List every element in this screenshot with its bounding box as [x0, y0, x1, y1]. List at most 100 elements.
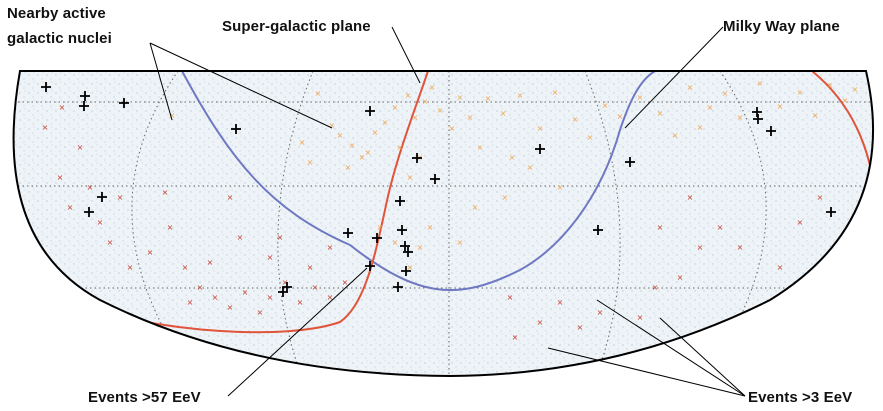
label-events-high: Events >57 EeV — [88, 389, 201, 406]
agn-marker: × — [507, 293, 514, 302]
agn-marker: × — [407, 173, 414, 182]
high-energy-event-cross — [372, 233, 382, 243]
high-energy-event-cross — [826, 207, 836, 217]
agn-marker: × — [282, 278, 289, 287]
callout-line-agn-2 — [149, 42, 333, 129]
agn-marker: × — [502, 193, 509, 202]
high-energy-event-cross — [395, 196, 405, 206]
agn-marker: × — [509, 153, 516, 162]
high-energy-event-cross — [625, 157, 635, 167]
high-energy-event-cross — [401, 266, 411, 276]
agn-marker: × — [797, 218, 804, 227]
agn-marker: × — [472, 203, 479, 212]
agn-marker: × — [737, 243, 744, 252]
agn-marker: × — [97, 218, 104, 227]
agn-marker: × — [147, 248, 154, 257]
agn-marker: × — [422, 97, 429, 106]
agn-marker: × — [637, 313, 644, 322]
agn-marker: × — [797, 88, 804, 97]
coordinate-grid — [13, 71, 874, 376]
agn-marker: × — [59, 103, 66, 112]
agn-marker: × — [812, 111, 819, 120]
agn-marker: × — [717, 223, 724, 232]
agn-marker: × — [242, 288, 249, 297]
agn-marker: × — [500, 109, 507, 118]
agn-marker: × — [212, 293, 219, 302]
agn-marker: × — [345, 163, 352, 172]
agn-marker: × — [207, 258, 214, 267]
high-energy-event-cross — [365, 261, 375, 271]
agn-marker: × — [382, 118, 389, 127]
agn-marker: × — [429, 83, 436, 92]
label-supergalactic-plane: Super-galactic plane — [222, 18, 371, 35]
high-energy-event-cross — [753, 114, 763, 124]
label-nearby-agn-line2: galactic nuclei — [7, 30, 112, 47]
agn-marker: × — [107, 238, 114, 247]
high-energy-event-cross — [80, 91, 90, 101]
agn-marker: × — [359, 153, 366, 162]
agn-marker: × — [617, 112, 624, 121]
agn-marker: × — [477, 143, 484, 152]
agn-marker: × — [652, 283, 659, 292]
high-energy-event-cross — [41, 82, 51, 92]
agn-marker: × — [597, 308, 604, 317]
agn-marker: × — [777, 263, 784, 272]
agn-marker: × — [87, 183, 94, 192]
high-energy-event-cross — [278, 287, 288, 297]
agn-marker: × — [467, 113, 474, 122]
agn-marker: × — [267, 293, 274, 302]
agn-marker: × — [392, 238, 399, 247]
callout-line-supergalactic — [391, 26, 421, 84]
agn-marker: × — [707, 103, 714, 112]
agn-marker: × — [852, 85, 859, 94]
agn-marker: × — [557, 183, 564, 192]
agn-marker: × — [517, 91, 524, 100]
agn-marker: × — [307, 263, 314, 272]
agn-marker: × — [77, 143, 84, 152]
agn-marker: × — [552, 88, 559, 97]
agn-marker: × — [572, 115, 579, 124]
agn-marker: × — [697, 123, 704, 132]
agn-marker: × — [162, 188, 169, 197]
agn-marker: × — [327, 243, 334, 252]
agn-marker: × — [277, 233, 284, 242]
agn-marker: × — [237, 233, 244, 242]
agn-marker: × — [117, 193, 124, 202]
agn-marker: × — [297, 298, 304, 307]
agn-marker: × — [449, 124, 456, 133]
agn-marker: × — [737, 113, 744, 122]
agn-marker: × — [722, 89, 729, 98]
agn-marker: × — [405, 91, 412, 100]
callout-line-events-low-3 — [547, 347, 746, 397]
agn-marker: × — [602, 101, 609, 110]
agn-marker: × — [485, 94, 492, 103]
agn-marker: × — [657, 109, 664, 118]
agn-marker: × — [267, 253, 274, 262]
agn-marker: × — [167, 223, 174, 232]
agn-marker: × — [299, 138, 306, 147]
agn-marker: × — [842, 96, 849, 105]
agn-marker: × — [417, 243, 424, 252]
high-energy-event-cross — [397, 225, 407, 235]
high-energy-event-cross — [343, 228, 353, 238]
agn-marker: × — [227, 193, 234, 202]
map-outline — [12, 70, 874, 378]
high-energy-event-cross — [365, 106, 375, 116]
agn-marker: × — [257, 308, 264, 317]
callout-line-agn-1 — [149, 42, 173, 121]
agn-marker: × — [527, 163, 534, 172]
milky-way-plane-curve — [181, 71, 656, 291]
agn-marker: × — [412, 113, 419, 122]
callout-line-events-high — [227, 267, 368, 397]
agn-marker: × — [407, 263, 414, 272]
agn-marker: × — [677, 273, 684, 282]
agn-marker: × — [637, 93, 644, 102]
callout-line-events-low-1 — [596, 299, 746, 397]
agn-marker: × — [169, 111, 176, 120]
agn-marker: × — [457, 93, 464, 102]
high-energy-event-cross — [400, 241, 410, 251]
high-energy-event-cross — [231, 124, 241, 134]
agn-marker: × — [392, 103, 399, 112]
agn-marker: × — [817, 193, 824, 202]
